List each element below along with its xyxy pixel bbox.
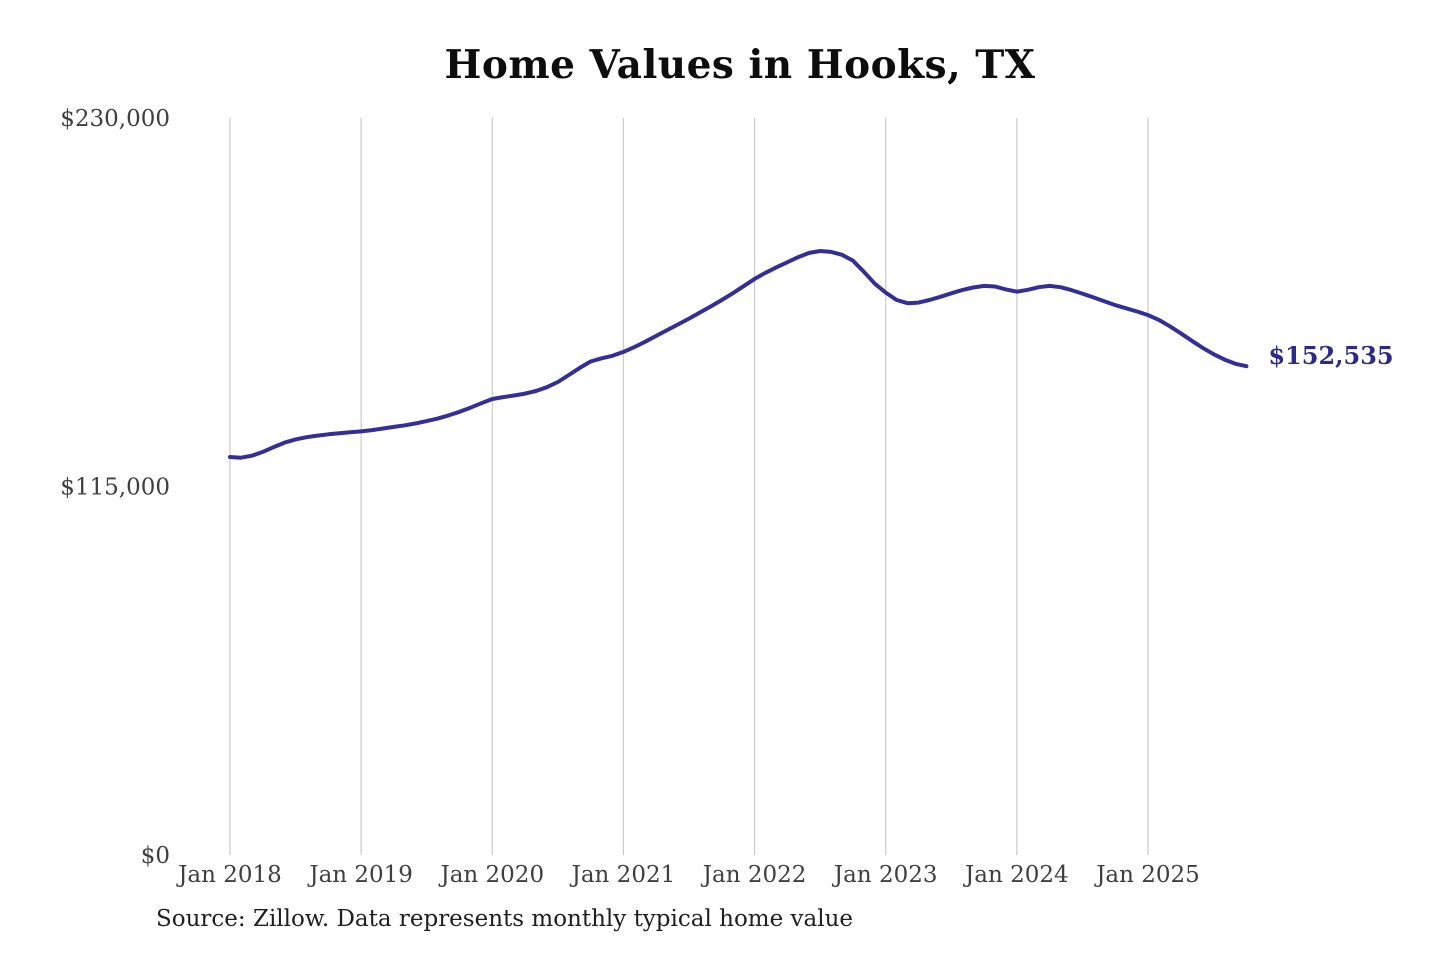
chart-title: Home Values in Hooks, TX [444, 42, 1036, 88]
y-tick-label: $0 [141, 843, 170, 869]
value-line [228, 249, 1249, 460]
x-tick-label: Jan 2024 [963, 862, 1069, 888]
x-tick-label: Jan 2019 [307, 862, 413, 888]
x-tick-label: Jan 2025 [1094, 862, 1200, 888]
y-tick-label: $115,000 [60, 475, 170, 501]
x-tick-label: Jan 2018 [176, 862, 282, 888]
y-tick-label: $230,000 [60, 106, 170, 132]
source-note: Source: Zillow. Data represents monthly … [156, 906, 854, 932]
x-tick-label: Jan 2023 [832, 862, 938, 888]
x-tick-label: Jan 2021 [570, 862, 676, 888]
x-tick-label: Jan 2020 [438, 862, 544, 888]
end-value-label: $152,535 [1268, 341, 1393, 370]
x-tick-label: Jan 2022 [701, 862, 807, 888]
